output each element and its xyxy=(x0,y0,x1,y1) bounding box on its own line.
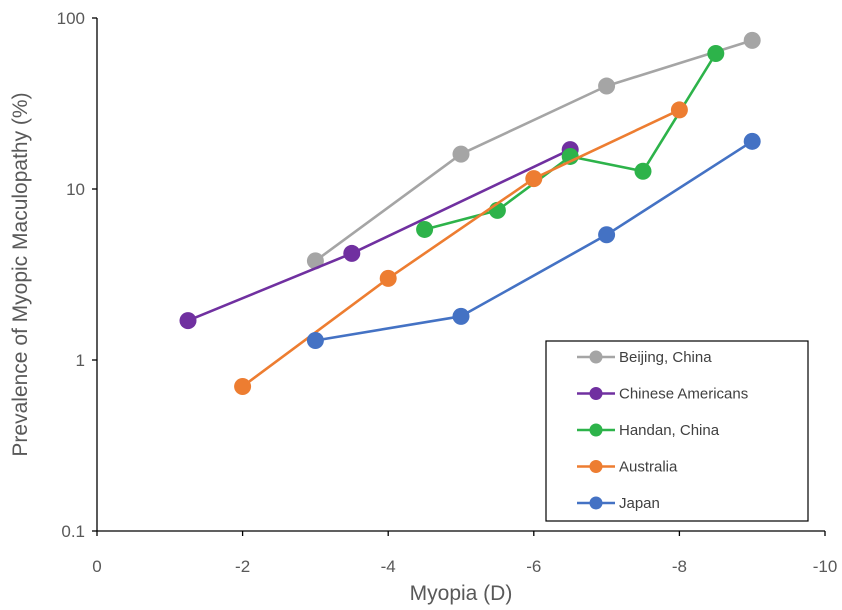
legend-marker xyxy=(589,387,603,400)
data-point xyxy=(634,162,652,180)
legend-marker xyxy=(589,423,603,437)
legend-item: Chinese Americans xyxy=(577,386,748,403)
series-line xyxy=(315,140,753,342)
x-tick-label: 0 xyxy=(92,557,101,576)
data-point xyxy=(452,145,470,163)
legend-label: Japan xyxy=(619,495,660,512)
data-point xyxy=(598,226,616,244)
x-tick-label: -8 xyxy=(672,557,687,576)
x-axis-title: Myopia (D) xyxy=(410,582,513,605)
data-point xyxy=(343,244,361,262)
legend-item: Beijing, China xyxy=(577,349,712,366)
data-point xyxy=(416,220,434,238)
data-point xyxy=(670,101,688,119)
legend-label: Chinese Americans xyxy=(619,386,748,403)
data-point xyxy=(707,45,725,63)
series-japan xyxy=(306,132,761,350)
data-point xyxy=(598,77,616,95)
data-point xyxy=(743,132,761,150)
x-tick-label: -10 xyxy=(813,557,838,576)
data-point xyxy=(743,31,761,49)
data-point xyxy=(179,312,197,330)
y-tick-label: 10 xyxy=(66,180,85,199)
data-point xyxy=(379,269,397,287)
legend-label: Australia xyxy=(619,459,678,476)
y-tick-label: 1 xyxy=(76,351,85,370)
series-layer xyxy=(179,31,761,395)
series-beijing-china xyxy=(306,31,761,270)
data-point xyxy=(452,307,470,325)
legend-item: Japan xyxy=(577,495,660,512)
legend-item: Australia xyxy=(577,459,678,476)
data-point xyxy=(306,332,324,350)
series-line xyxy=(314,39,753,262)
x-tick-label: -2 xyxy=(235,557,250,576)
y-tick-label: 100 xyxy=(57,9,85,28)
legend: Beijing, China Chinese Americans Handan, C… xyxy=(545,340,809,522)
legend-marker xyxy=(589,350,603,364)
x-tick-label: -4 xyxy=(381,557,396,576)
legend-marker xyxy=(589,496,603,510)
data-point xyxy=(234,377,252,395)
y-tick-label: 0.1 xyxy=(61,522,85,541)
data-point xyxy=(306,252,324,270)
y-axis-title: Prevalence of Myopic Maculopathy (%) xyxy=(9,92,32,456)
data-point xyxy=(525,170,543,188)
legend-label: Beijing, China xyxy=(619,349,712,366)
x-tick-label: -6 xyxy=(526,557,541,576)
axes: 0.1 1 10 100 0 -2 -4 -6 -8 -10 xyxy=(57,9,838,576)
legend-marker xyxy=(589,460,603,473)
legend-item: Handan, China xyxy=(577,422,720,439)
legend-label: Handan, China xyxy=(619,422,720,439)
